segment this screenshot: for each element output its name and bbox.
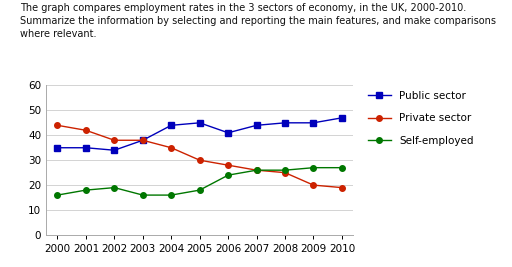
Legend: Public sector, Private sector, Self-employed: Public sector, Private sector, Self-empl… (368, 91, 474, 146)
Text: The graph compares employment rates in the 3 sectors of economy, in the UK, 2000: The graph compares employment rates in t… (20, 3, 497, 39)
